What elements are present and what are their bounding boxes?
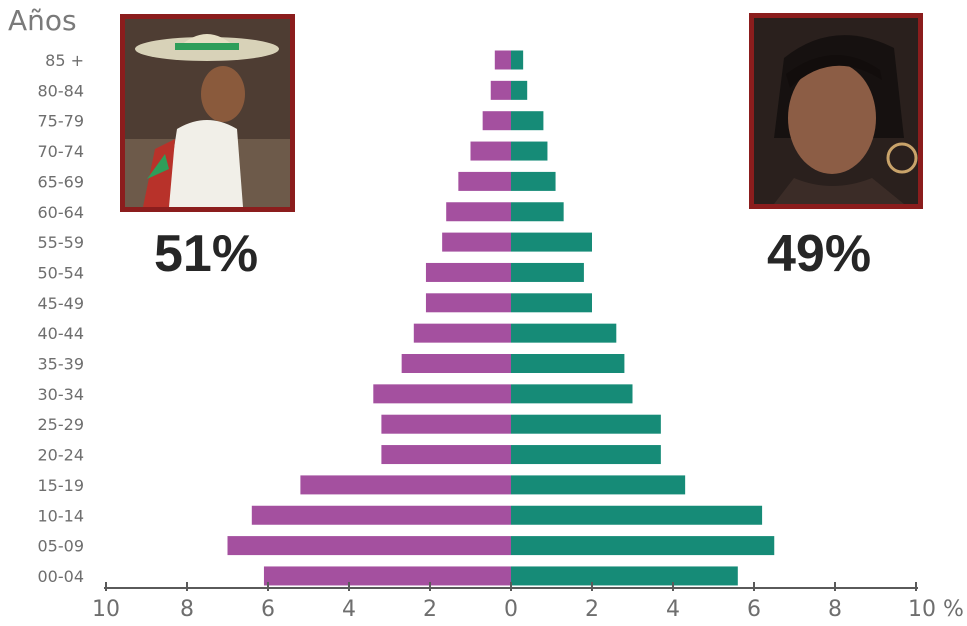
male-bar: [401, 354, 511, 373]
female-bar: [511, 232, 592, 252]
age-group-label: 20-24: [38, 446, 85, 465]
female-bar: [511, 354, 625, 373]
man-portrait-photo: [120, 14, 295, 212]
male-share-label: 51%: [154, 225, 259, 283]
female-bar: [511, 536, 775, 556]
male-bar: [413, 323, 511, 343]
male-bar: [425, 262, 511, 282]
female-bar: [511, 445, 661, 465]
male-bar: [300, 475, 511, 495]
woman-portrait-photo: [749, 13, 923, 209]
male-bar: [251, 505, 512, 525]
female-bar: [511, 414, 661, 434]
female-share-label: 49%: [767, 225, 872, 283]
x-tick-label: 10 %: [908, 597, 964, 622]
age-group-label: 30-34: [38, 385, 85, 404]
female-bar: [511, 141, 548, 161]
age-group-label: 80-84: [38, 81, 85, 100]
female-bar: [511, 80, 528, 100]
age-group-label: 85 +: [45, 51, 84, 70]
age-group-label: 75-79: [38, 112, 85, 131]
male-bar: [373, 384, 511, 404]
male-bar: [482, 111, 511, 131]
male-bar: [446, 202, 511, 222]
x-tick-label: 8: [828, 597, 842, 622]
age-group-label: 25-29: [38, 415, 85, 434]
male-bar: [381, 445, 511, 465]
male-bar: [381, 414, 511, 434]
female-bar: [511, 202, 564, 222]
x-tick-label: 0: [504, 597, 518, 622]
male-bar: [490, 80, 511, 100]
male-bar: [227, 536, 511, 556]
male-bar: [263, 566, 511, 586]
x-tick-label: 4: [666, 597, 680, 622]
female-bar: [511, 293, 592, 313]
age-group-label: 40-44: [38, 324, 85, 343]
x-tick-label: 10: [92, 597, 120, 622]
age-group-label: 10-14: [38, 506, 85, 525]
male-bar: [494, 50, 511, 70]
male-bar: [442, 232, 511, 252]
female-bar: [511, 323, 617, 343]
female-bar: [511, 262, 584, 282]
female-bar: [511, 384, 633, 404]
male-bar: [458, 171, 511, 191]
female-bar: [511, 505, 763, 525]
age-group-label: 65-69: [38, 172, 85, 191]
male-bar: [470, 141, 511, 161]
y-axis-title: Años: [8, 4, 77, 37]
male-bar: [425, 293, 511, 313]
age-group-label: 15-19: [38, 476, 85, 495]
x-tick-label: 6: [261, 597, 275, 622]
female-bar: [511, 50, 524, 70]
x-tick-label: 2: [423, 597, 437, 622]
female-bar: [511, 475, 686, 495]
age-group-label: 70-74: [38, 142, 85, 161]
x-tick-label: 2: [585, 597, 599, 622]
x-tick-label: 4: [342, 597, 356, 622]
age-group-label: 60-64: [38, 203, 85, 222]
age-group-label: 05-09: [38, 537, 85, 556]
age-group-label: 45-49: [38, 294, 85, 313]
x-tick-label: 6: [747, 597, 761, 622]
female-bar: [511, 171, 556, 191]
x-tick-label: 8: [180, 597, 194, 622]
age-group-label: 35-39: [38, 355, 85, 374]
age-group-label: 55-59: [38, 233, 85, 252]
female-bar: [511, 566, 738, 586]
female-bar: [511, 111, 544, 131]
age-group-label: 50-54: [38, 263, 85, 282]
age-group-label: 00-04: [38, 567, 85, 586]
